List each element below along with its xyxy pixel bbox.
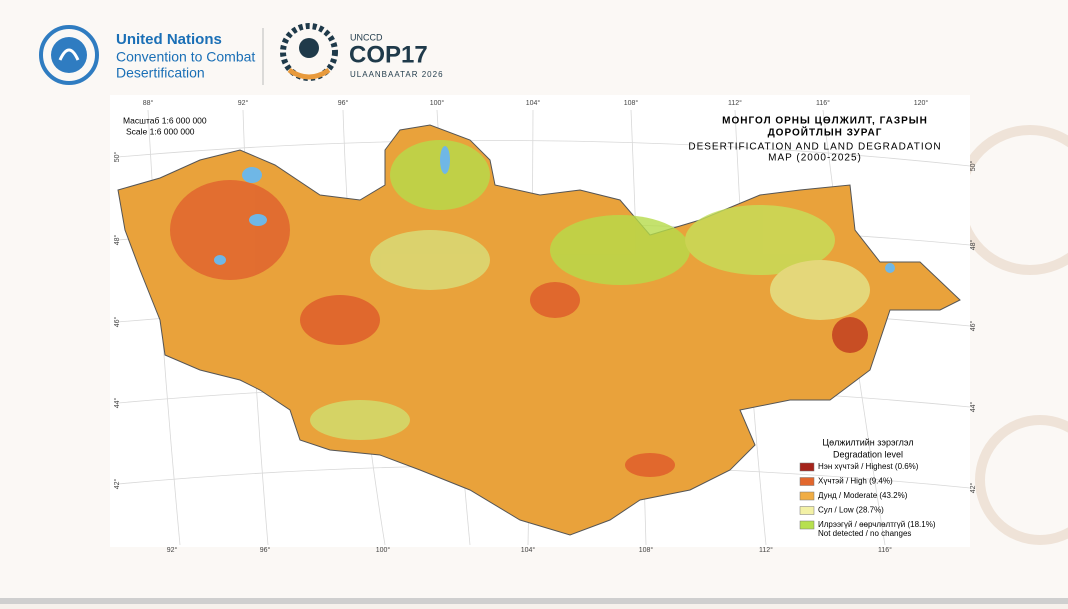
graticule-label: 46° <box>113 317 121 328</box>
legend-swatch <box>799 462 815 472</box>
cop-title: COP17 <box>349 41 428 68</box>
graticule-label: 112° <box>728 99 742 107</box>
scale-text: Масштаб 1:6 000 000 <box>123 115 207 125</box>
graticule-label: 44° <box>113 398 121 409</box>
graticule-label: 46° <box>969 321 977 332</box>
map-title: ДОРОЙТЛЫН ЗУРАГ <box>768 126 883 139</box>
cop-org: UNCCD <box>350 32 383 42</box>
degradation-patches <box>170 140 870 477</box>
graticule-label: 44° <box>969 402 977 413</box>
graticule-label: 120° <box>914 99 929 107</box>
graticule-label: 112° <box>759 546 773 554</box>
legend: Нэн хүчтэй / Highest (0.6%) Хүчтэй / High… <box>799 462 936 530</box>
graticule-label: 42° <box>113 479 121 490</box>
graticule-label: 50° <box>969 161 977 172</box>
graticule-label: 42° <box>969 483 977 494</box>
graticule-label: 100° <box>430 99 445 107</box>
graticule-label: 116° <box>816 99 830 107</box>
un-subtitle: Convention to Combat <box>116 49 255 65</box>
un-subtitle: Desertification <box>116 65 205 81</box>
graticule-label: 92° <box>238 99 249 107</box>
graticule-label: 92° <box>167 546 178 554</box>
legend-swatch <box>799 491 815 501</box>
graticule-label: 48° <box>113 235 121 246</box>
graticule-label: 116° <box>878 546 892 554</box>
lakes <box>214 146 895 273</box>
graticule-label: 104° <box>526 99 541 107</box>
legend-swatch <box>799 520 815 530</box>
decor <box>975 415 1068 545</box>
legend-label: Сул / Low (28.7%) <box>818 506 884 515</box>
un-logo <box>39 25 99 85</box>
map-title: МОНГОЛ ОРНЫ ЦӨЛЖИЛТ, ГАЗРЫН <box>722 116 928 127</box>
graticule-label: 100° <box>376 546 391 554</box>
graticule-label: 104° <box>521 546 536 554</box>
graticule-label: 108° <box>639 546 654 554</box>
legend-title: Degradation level <box>833 449 903 459</box>
legend-label: Нэн хүчтэй / Highest (0.6%) <box>818 462 919 471</box>
graticule-label: 96° <box>260 546 271 554</box>
scale-text: Scale 1:6 000 000 <box>126 126 195 136</box>
cop-place: ULAANBAATAR 2026 <box>350 70 444 79</box>
map-title: DESERTIFICATION AND LAND DEGRADATION <box>688 142 941 153</box>
legend-title: Цөлжилтийн зэрэглэл <box>822 437 913 447</box>
graticule-label: 48° <box>969 240 977 251</box>
graticule-label: 96° <box>338 99 349 107</box>
legend-note: Not detected / no changes <box>818 529 911 538</box>
bottom-bar <box>0 598 1068 604</box>
map-title: MAP (2000-2025) <box>768 153 862 164</box>
un-title: United Nations <box>116 31 222 48</box>
legend-label: Хүчтэй / High (9.4%) <box>818 477 893 486</box>
legend-label: Дунд / Moderate (43.2%) <box>818 491 908 500</box>
legend-swatch <box>799 477 815 486</box>
graticule-label: 50° <box>113 152 121 163</box>
legend-swatch <box>799 506 815 515</box>
graticule-label: 108° <box>624 99 639 107</box>
cop-logo <box>280 23 338 81</box>
graticule-label: 88° <box>143 99 154 107</box>
legend-label: Илрээгүй / өөрчлөлтгүй (18.1%) <box>818 520 936 529</box>
